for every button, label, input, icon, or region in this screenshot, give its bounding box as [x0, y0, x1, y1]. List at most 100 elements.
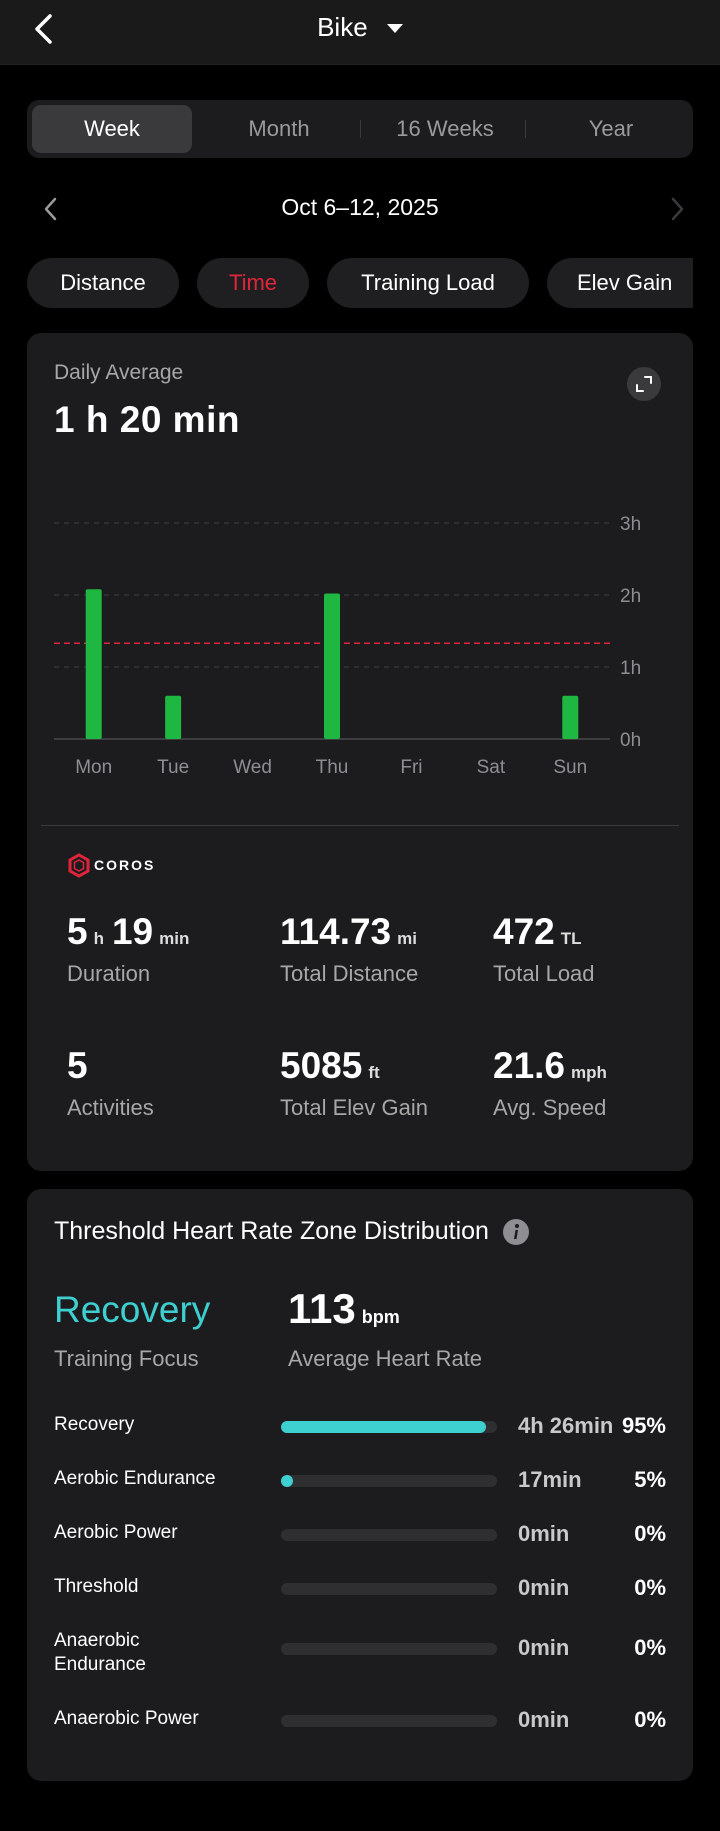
- zone-bar-fill: [281, 1421, 487, 1433]
- stat-label: Activities: [67, 1095, 154, 1120]
- zone-row: Anaerobic Power 0min 0%: [54, 1707, 666, 1757]
- stat-avg-speed: 21.6 mph Avg. Speed: [493, 1045, 615, 1121]
- back-button[interactable]: [28, 12, 64, 48]
- coros-wordmark: COROS: [94, 857, 156, 873]
- period-tabs: Week Month 16 Weeks Year: [27, 100, 693, 158]
- chevron-left-icon: [35, 14, 52, 44]
- x-tick-label: Tue: [157, 757, 189, 778]
- x-tick-label: Fri: [400, 757, 422, 778]
- training-focus-label: Training Focus: [54, 1346, 199, 1371]
- stat-value: 114.73: [280, 911, 392, 952]
- zone-time: 0min: [518, 1635, 570, 1660]
- stat-total-load: 472 TL Total Load: [493, 911, 595, 987]
- chevron-left-icon[interactable]: [43, 196, 59, 222]
- chip-training-load[interactable]: Training Load: [327, 258, 529, 308]
- zone-percent: 0%: [634, 1521, 666, 1546]
- zone-name: Anaerobic Endurance: [54, 1630, 146, 1675]
- zone-row: Anaerobic Endurance 0min 0%: [54, 1629, 666, 1679]
- stat-value: 5085: [280, 1045, 363, 1086]
- chevron-right-icon[interactable]: [669, 196, 685, 222]
- stat-value: 5: [67, 911, 88, 952]
- zone-bar-track: [281, 1583, 497, 1595]
- hr-zone-card: Threshold Heart Rate Zone Distribution R…: [27, 1189, 693, 1781]
- stat-label: Total Load: [493, 961, 595, 986]
- zone-bar-track: [281, 1643, 497, 1655]
- stat-unit: mi: [397, 929, 417, 948]
- x-tick-label: Wed: [233, 757, 272, 778]
- stat-unit: ft: [368, 1063, 380, 1082]
- page-title: Bike: [317, 12, 368, 42]
- zone-bar-track: [281, 1529, 497, 1541]
- y-tick-label: 1h: [620, 658, 641, 679]
- chip-distance[interactable]: Distance: [27, 258, 179, 308]
- x-tick-label: Sat: [477, 757, 506, 778]
- tab-year[interactable]: Year: [588, 116, 634, 141]
- daily-average-label: Daily Average: [54, 361, 184, 384]
- zone-percent: 0%: [634, 1575, 666, 1600]
- stat-value: 5: [67, 1045, 88, 1086]
- chip-time[interactable]: Time: [197, 258, 309, 308]
- training-focus-value: Recovery: [54, 1289, 211, 1330]
- tab-divider: [525, 120, 526, 138]
- summary-card: Daily Average 1 h 20 min 0h 1h 2h 3h Mon Tue W…: [27, 333, 693, 1171]
- tab-week[interactable]: Week: [32, 105, 192, 153]
- zone-bar-fill: [281, 1475, 293, 1487]
- avg-heart-rate-unit: bpm: [361, 1307, 400, 1327]
- stat-label: Total Distance: [280, 961, 419, 986]
- zone-name: Aerobic Power: [54, 1522, 178, 1543]
- zone-time: 17min: [518, 1467, 582, 1492]
- stat-label: Total Elev Gain: [280, 1095, 428, 1120]
- stat-unit: TL: [560, 929, 582, 948]
- avg-heart-rate-number: 113: [288, 1285, 356, 1332]
- zone-time: 0min: [518, 1575, 570, 1600]
- zone-bar-track: [281, 1421, 497, 1433]
- zone-time: 0min: [518, 1521, 570, 1546]
- zone-row: Aerobic Endurance 17min 5%: [54, 1467, 666, 1517]
- zone-name: Anaerobic Power: [54, 1708, 199, 1729]
- stat-total-distance: 114.73 mi Total Distance: [280, 911, 425, 987]
- avg-heart-rate-label: Average Heart Rate: [288, 1346, 483, 1371]
- bar-tue: [165, 695, 182, 739]
- x-tick-label: Sun: [553, 757, 587, 778]
- sport-selector[interactable]: Bike: [0, 12, 720, 43]
- expand-button[interactable]: [627, 367, 661, 401]
- zone-name: Aerobic Endurance: [54, 1468, 216, 1489]
- zone-bar-track: [281, 1715, 497, 1727]
- coros-logo-mark: [68, 853, 90, 878]
- zone-row: Recovery 4h 26min 95%: [54, 1413, 666, 1463]
- stat-value: 21.6: [493, 1045, 566, 1086]
- date-range: Oct 6–12, 2025: [281, 194, 439, 220]
- divider: [41, 825, 679, 826]
- y-tick-label: 2h: [620, 586, 641, 607]
- zone-bar-track: [281, 1475, 497, 1487]
- stat-value-secondary: 19: [111, 911, 154, 952]
- zone-time: 0min: [518, 1707, 570, 1732]
- expand-icon: [636, 376, 652, 392]
- zone-row: Aerobic Power 0min 0%: [54, 1521, 666, 1571]
- tab-16-weeks[interactable]: 16 Weeks: [396, 116, 494, 141]
- stat-unit: mph: [571, 1063, 607, 1082]
- stat-activities: 5 Activities: [67, 1045, 154, 1121]
- y-tick-label: 3h: [620, 514, 641, 535]
- stat-unit-secondary: min: [159, 929, 190, 948]
- tab-month[interactable]: Month: [248, 116, 310, 141]
- zone-time: 4h 26min: [518, 1413, 614, 1438]
- info-icon[interactable]: [502, 1218, 530, 1246]
- top-bar: Bike: [0, 0, 720, 65]
- stat-label: Avg. Speed: [493, 1095, 607, 1120]
- x-tick-label: Mon: [75, 757, 112, 778]
- tab-divider: [360, 120, 361, 138]
- bar-mon: [85, 589, 102, 739]
- chip-elev-gain[interactable]: Elev Gain: [547, 258, 693, 308]
- date-navigator: Oct 6–12, 2025: [27, 190, 693, 226]
- zone-percent: 0%: [634, 1707, 666, 1732]
- daily-average-value: 1 h 20 min: [54, 399, 240, 440]
- y-tick-label: 0h: [620, 730, 641, 751]
- coros-logo: COROS: [67, 853, 177, 884]
- avg-heart-rate-value: 113 bpm: [288, 1285, 400, 1333]
- stat-unit: h: [93, 929, 104, 948]
- hr-zone-title-text: Threshold Heart Rate Zone Distribution: [54, 1217, 489, 1245]
- stat-label: Duration: [67, 961, 151, 986]
- hr-zone-title: Threshold Heart Rate Zone Distribution: [54, 1217, 530, 1246]
- zone-name: Recovery: [54, 1414, 135, 1435]
